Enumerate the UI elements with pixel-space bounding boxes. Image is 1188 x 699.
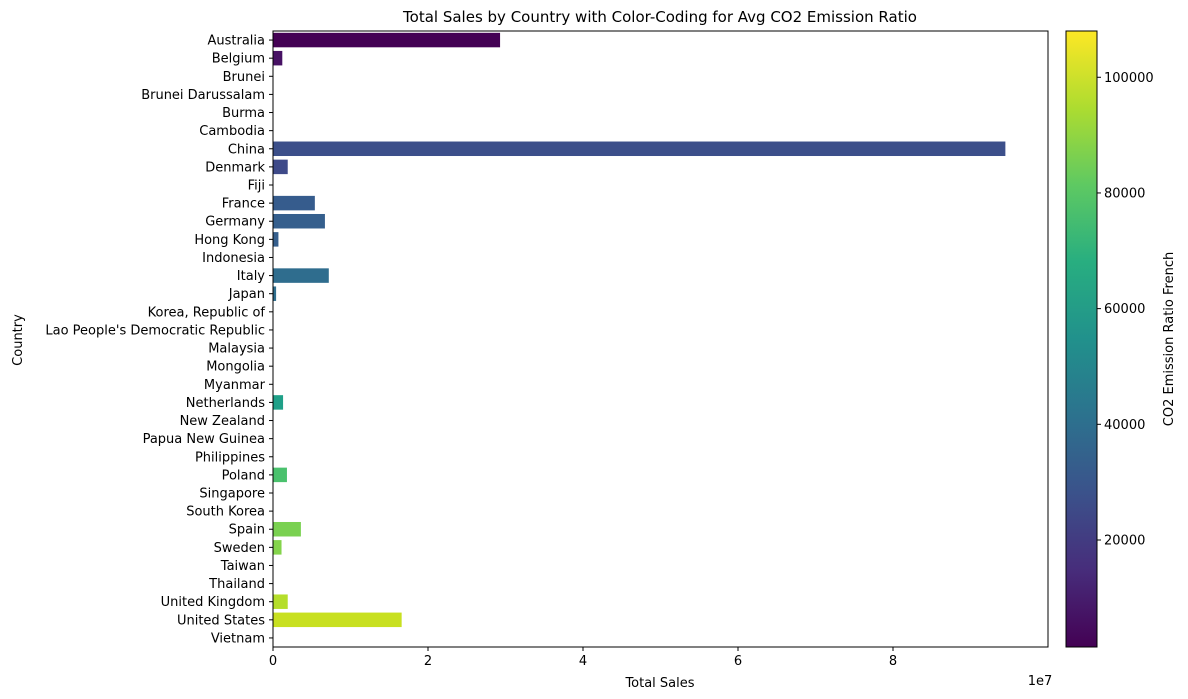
bar xyxy=(273,141,1006,157)
y-tick-label: Belgium xyxy=(212,52,265,67)
y-tick-label: Thailand xyxy=(208,577,265,592)
y-tick-label: Poland xyxy=(222,468,265,483)
y-tick-label: Vietnam xyxy=(211,631,265,646)
colorbar-label: CO2 Emission Ratio French xyxy=(1162,252,1177,426)
y-tick-label: Burma xyxy=(222,106,265,121)
y-tick-label: United States xyxy=(177,613,265,628)
y-tick-label: Germany xyxy=(205,215,265,230)
bar xyxy=(273,50,283,66)
y-tick-label: Sweden xyxy=(214,541,265,556)
bar xyxy=(273,195,315,211)
x-tick-label: 2 xyxy=(424,654,432,669)
y-tick-label: China xyxy=(228,142,265,157)
y-tick-label: Philippines xyxy=(195,450,265,465)
y-tick-label: Italy xyxy=(237,269,266,284)
y-tick-label: South Korea xyxy=(186,505,265,520)
y-tick-label: Cambodia xyxy=(199,124,265,139)
colorbar-tick-label: 60000 xyxy=(1104,302,1145,317)
colorbar-gradient xyxy=(1065,30,1098,648)
bar xyxy=(273,395,284,410)
y-tick-label: Brunei Darussalam xyxy=(141,88,265,103)
bar xyxy=(273,540,282,555)
colorbar-tick-label: 80000 xyxy=(1104,186,1145,201)
plot-area: Australia Belgium Brunei Brunei Darussalam B… xyxy=(45,32,1006,669)
y-tick-label: Taiwan xyxy=(220,559,265,574)
bar xyxy=(273,612,402,628)
y-tick-label: Japan xyxy=(228,287,265,302)
colorbar: 20000 40000 60000 80000 100000 CO2 Emission … xyxy=(1065,30,1177,648)
y-tick-label: Korea, Republic of xyxy=(148,305,266,320)
bar xyxy=(273,594,288,609)
chart-title: Total Sales by Country with Color-Coding… xyxy=(402,8,917,26)
colorbar-tick-label: 40000 xyxy=(1104,418,1145,433)
colorbar-tick-label: 100000 xyxy=(1104,71,1154,86)
x-tick-label: 0 xyxy=(269,654,277,669)
y-tick-label: Netherlands xyxy=(186,396,265,411)
y-tick-label: New Zealand xyxy=(180,414,265,429)
x-tick-label: 6 xyxy=(734,654,742,669)
y-tick-label: United Kingdom xyxy=(161,595,265,610)
colorbar-tick-label: 20000 xyxy=(1104,533,1145,548)
y-tick-label: Singapore xyxy=(199,487,265,502)
x-scale-label: 1e7 xyxy=(1028,674,1053,689)
bar xyxy=(273,268,329,283)
bar xyxy=(273,232,279,247)
y-tick-label: Myanmar xyxy=(204,378,266,393)
y-tick-label: Spain xyxy=(229,523,265,538)
y-tick-label: Lao People's Democratic Republic xyxy=(45,323,265,338)
y-tick-label: Fiji xyxy=(248,179,265,194)
bar xyxy=(273,32,501,48)
y-tick-label: Hong Kong xyxy=(194,233,265,248)
y-tick-label: Malaysia xyxy=(208,342,265,357)
x-axis-label: Total Sales xyxy=(624,676,694,691)
x-tick-label: 8 xyxy=(889,654,897,669)
y-tick-label: Indonesia xyxy=(202,251,265,266)
bar xyxy=(273,467,287,483)
bar xyxy=(273,521,301,537)
y-tick-label: Brunei xyxy=(223,70,265,85)
y-tick-label: Denmark xyxy=(205,160,265,175)
bar xyxy=(273,286,277,301)
bar xyxy=(273,159,288,175)
bar xyxy=(273,213,325,229)
y-tick-label: Mongolia xyxy=(206,360,265,375)
y-axis-label: Country xyxy=(11,314,26,366)
plot-frame xyxy=(272,30,1049,648)
y-tick-label: Australia xyxy=(207,34,265,49)
x-tick-label: 4 xyxy=(579,654,587,669)
y-tick-label: Papua New Guinea xyxy=(143,432,265,447)
y-tick-label: France xyxy=(222,197,265,212)
